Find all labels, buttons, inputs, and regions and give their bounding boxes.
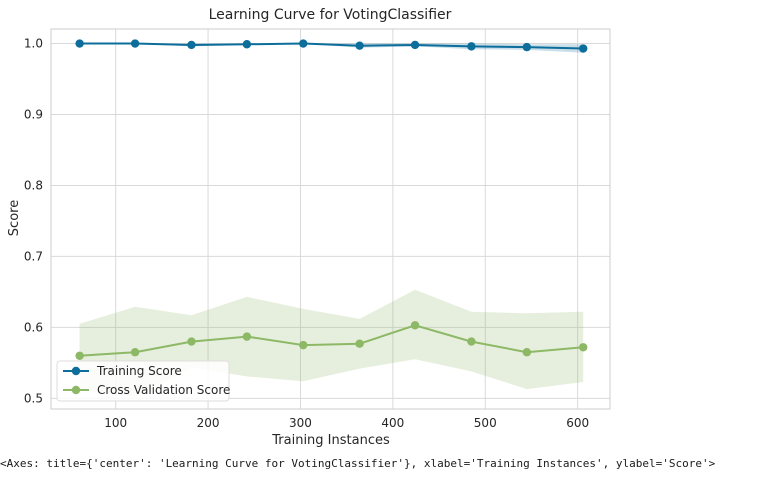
series-0-line bbox=[79, 42, 584, 50]
legend-box bbox=[56, 360, 230, 402]
series-0-point bbox=[75, 39, 84, 48]
x-tick-label: 600 bbox=[566, 416, 589, 430]
series-1-point bbox=[355, 339, 364, 348]
chart-title: Learning Curve for VotingClassifier bbox=[209, 7, 452, 23]
axes-repr-output: <Axes: title={'center': 'Learning Curve … bbox=[0, 457, 716, 470]
x-axis-label: Training Instances bbox=[271, 433, 390, 448]
series-0-point bbox=[355, 41, 364, 50]
series-0-point bbox=[299, 39, 308, 48]
series-1-point bbox=[579, 343, 588, 352]
series-0-point bbox=[467, 42, 476, 51]
x-tick-label: 100 bbox=[104, 416, 127, 430]
y-tick-label: 0.5 bbox=[24, 391, 43, 405]
series-0-point bbox=[410, 40, 420, 50]
x-tick-label: 300 bbox=[289, 416, 312, 430]
axes-frame bbox=[50, 28, 611, 410]
legend-label: Training Score bbox=[96, 364, 182, 378]
y-tick-label: 0.7 bbox=[24, 249, 43, 263]
legend: Training Score Cross Validation Score bbox=[56, 360, 230, 402]
series-1-point bbox=[75, 351, 84, 360]
legend-label: Cross Validation Score bbox=[97, 383, 230, 397]
plot-area: 100 200 300 400 500 600 0.5 0.6 0.7 0.8 0.9 1.0 Trai… bbox=[24, 28, 611, 430]
y-tick-label: 0.8 bbox=[24, 178, 43, 192]
y-axis-label: Score bbox=[7, 200, 22, 236]
series-1-point bbox=[522, 348, 532, 357]
plot-background bbox=[51, 29, 610, 409]
y-tick-label: 1.0 bbox=[24, 37, 43, 51]
series-0-point bbox=[522, 42, 532, 52]
series-0-point bbox=[187, 40, 196, 50]
series-1-point bbox=[242, 332, 252, 341]
x-tick-label: 500 bbox=[474, 416, 497, 430]
y-tick-label: 0.6 bbox=[24, 320, 43, 334]
series-1-point bbox=[410, 321, 420, 330]
y-tick-label: 0.9 bbox=[24, 108, 43, 122]
series-0-point bbox=[130, 39, 140, 48]
x-tick-label: 400 bbox=[381, 416, 404, 430]
series-1-point bbox=[187, 337, 196, 346]
series-1-point bbox=[130, 348, 140, 357]
series-0-point bbox=[242, 40, 252, 49]
x-tick-label: 200 bbox=[197, 416, 220, 430]
series-1-line bbox=[79, 324, 584, 357]
learning-curve-chart: Learning Curve for VotingClassifier 100 2… bbox=[7, 7, 611, 448]
series-1-point bbox=[299, 340, 308, 350]
series-0-point bbox=[579, 44, 588, 53]
legend-swatch-marker bbox=[71, 366, 81, 376]
series-1-point bbox=[467, 337, 476, 346]
legend-swatch-marker bbox=[71, 385, 81, 395]
